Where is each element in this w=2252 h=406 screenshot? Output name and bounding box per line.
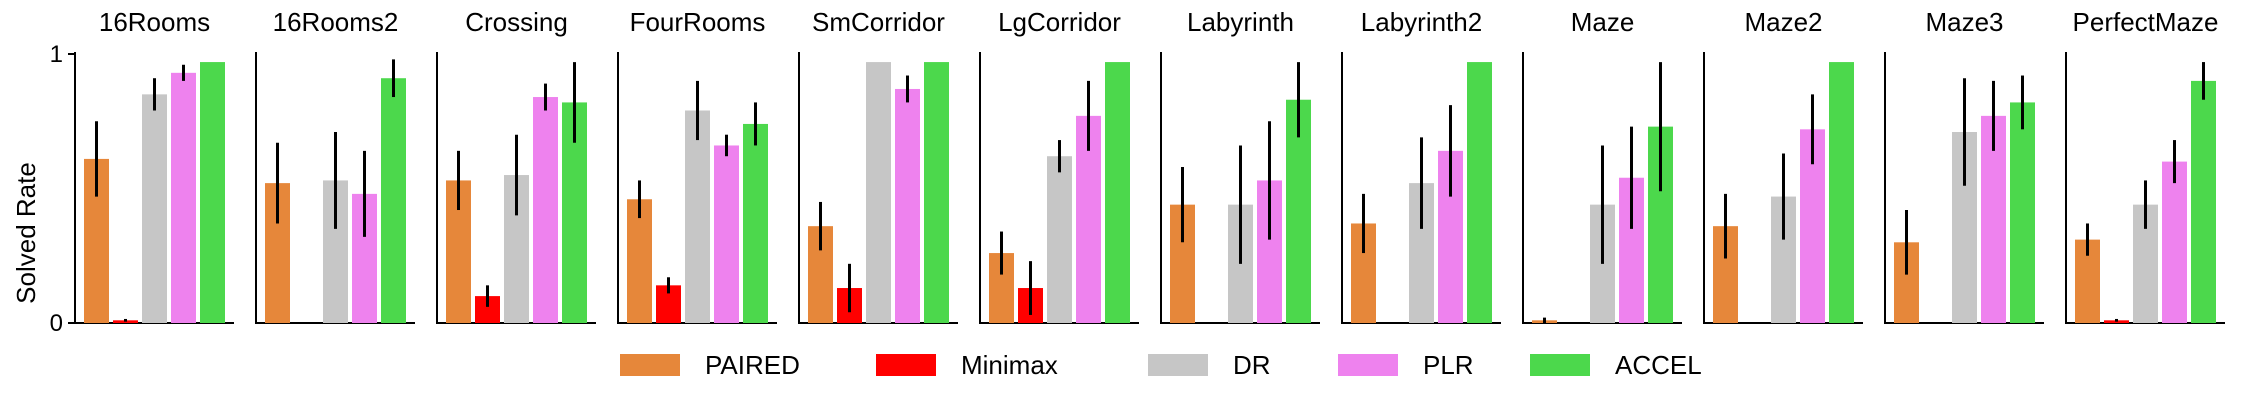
bar-plr: [2162, 161, 2187, 323]
panel-title: Labyrinth: [1187, 7, 1294, 37]
panel-title: Maze: [1571, 7, 1635, 37]
bar-accel: [1829, 62, 1854, 323]
panel-title: FourRooms: [630, 7, 766, 37]
legend-label: PAIRED: [705, 350, 800, 380]
panel-lgcorridor: LgCorridor: [979, 7, 1139, 324]
legend-label: DR: [1233, 350, 1271, 380]
legend-label: ACCEL: [1615, 350, 1702, 380]
bar-plr: [171, 72, 196, 323]
legend-swatch-plr: [1338, 354, 1398, 376]
panel-title: Maze2: [1744, 7, 1822, 37]
panel-labyrinth: Labyrinth: [1160, 7, 1320, 324]
bar-accel: [924, 62, 949, 323]
panel-title: 16Rooms: [99, 7, 210, 37]
legend-swatch-dr: [1148, 354, 1208, 376]
bar-dr: [142, 94, 167, 323]
bar-accel: [2191, 80, 2216, 324]
bar-dr: [685, 110, 710, 324]
legend-item-dr: DR: [1148, 350, 1271, 380]
bar-plr: [714, 145, 739, 323]
panel-maze2: Maze2: [1703, 7, 1863, 324]
legend: PAIRED Minimax DR PLR ACCEL: [620, 350, 1702, 380]
legend-item-paired: PAIRED: [620, 350, 800, 380]
legend-swatch-accel: [1530, 354, 1590, 376]
bar-dr: [1047, 156, 1072, 323]
panel-16rooms: 16Rooms 1 0: [50, 7, 234, 337]
legend-label: PLR: [1423, 350, 1474, 380]
bar-plr: [533, 97, 558, 323]
legend-swatch-minimax: [876, 354, 936, 376]
bar-plr: [895, 88, 920, 323]
legend-label: Minimax: [961, 350, 1058, 380]
panel-maze: Maze: [1522, 7, 1682, 324]
panel-title: Labyrinth2: [1361, 7, 1482, 37]
bar-accel: [2010, 102, 2035, 323]
panel-title: 16Rooms2: [273, 7, 399, 37]
bar-accel: [1105, 62, 1130, 323]
y-tick-label-1: 1: [50, 41, 63, 68]
bar-accel: [743, 123, 768, 323]
panel-title: PerfectMaze: [2073, 7, 2219, 37]
panel-perfectmaze: PerfectMaze: [2065, 7, 2225, 324]
y-axis-label: Solved Rate: [11, 162, 41, 304]
panels-layer: 16Rooms 1 0 16Rooms2 Crossing FourRooms SmCorr…: [50, 7, 2225, 337]
bar-accel: [200, 62, 225, 323]
panel-fourrooms: FourRooms: [617, 7, 777, 324]
panel-crossing: Crossing: [436, 7, 596, 324]
legend-item-plr: PLR: [1338, 350, 1474, 380]
bar-accel: [381, 78, 406, 324]
panel-smcorridor: SmCorridor: [798, 7, 958, 324]
panel-16rooms2: 16Rooms2: [255, 7, 415, 324]
legend-item-accel: ACCEL: [1530, 350, 1702, 380]
bar-paired: [627, 199, 652, 323]
bar-dr: [866, 62, 891, 323]
panel-maze3: Maze3: [1884, 7, 2044, 324]
y-tick-label-0: 0: [50, 310, 63, 337]
panel-labyrinth2: Labyrinth2: [1341, 7, 1501, 324]
panel-title: LgCorridor: [998, 7, 1121, 37]
panel-title: Maze3: [1925, 7, 2003, 37]
bar-accel: [1467, 62, 1492, 323]
legend-swatch-paired: [620, 354, 680, 376]
panel-title: SmCorridor: [812, 7, 945, 37]
panel-title: Crossing: [465, 7, 568, 37]
legend-item-minimax: Minimax: [876, 350, 1058, 380]
